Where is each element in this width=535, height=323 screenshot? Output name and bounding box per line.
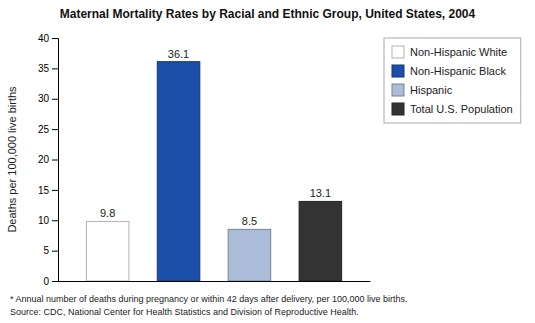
legend-item: Non-Hispanic White [392, 46, 507, 58]
y-tick-mark [52, 281, 58, 282]
y-tick-mark [52, 160, 58, 161]
y-tick-mark [52, 99, 58, 100]
legend-item: Non-Hispanic Black [392, 65, 506, 77]
y-tick-mark [52, 251, 58, 252]
legend-label: Non-Hispanic Black [410, 65, 506, 77]
legend-swatch [392, 65, 404, 77]
y-axis: 0 5 10 15 20 25 30 35 40 [38, 33, 59, 287]
chart: Maternal Mortality Rates by Racial and E… [0, 0, 535, 323]
data-label: 8.5 [242, 215, 257, 227]
y-tick: 25 [38, 124, 58, 135]
x-axis-line [59, 281, 371, 282]
legend-item: Total U.S. Population [392, 103, 513, 115]
legend-swatch [392, 46, 404, 58]
y-axis-title: Deaths per 100,000 live births [6, 86, 18, 233]
y-tick-label: 35 [38, 63, 50, 74]
y-tick-mark [52, 38, 58, 39]
y-tick-mark [52, 190, 58, 191]
y-tick-label: 0 [43, 276, 49, 287]
y-tick-label: 10 [38, 215, 50, 226]
footnote: * Annual number of deaths during pregnan… [10, 294, 408, 304]
y-tick-mark [52, 68, 58, 69]
data-label: 13.1 [310, 187, 331, 199]
y-tick: 0 [43, 276, 58, 287]
bar [299, 201, 342, 281]
y-tick-mark [52, 220, 58, 221]
legend-frame [384, 38, 521, 123]
plot: 0 5 10 15 20 25 30 35 40 9.8 36.1 8.5 13.1 [38, 33, 371, 287]
data-label: 9.8 [100, 207, 115, 219]
y-tick: 10 [38, 215, 58, 226]
y-tick-label: 20 [38, 154, 50, 165]
legend-label: Non-Hispanic White [410, 46, 507, 58]
y-tick-label: 5 [43, 245, 49, 256]
legend-label: Hispanic [410, 84, 453, 96]
x-axis [59, 281, 371, 282]
y-tick-label: 25 [38, 124, 50, 135]
y-tick-label: 30 [38, 93, 50, 104]
y-axis-line [52, 39, 59, 282]
y-tick: 40 [38, 33, 58, 44]
title: Maternal Mortality Rates by Racial and E… [60, 7, 476, 21]
y-tick: 35 [38, 63, 58, 74]
bars [86, 62, 341, 281]
y-tick-label: 15 [38, 185, 50, 196]
bar [86, 221, 129, 281]
y-tick-mark [52, 129, 58, 130]
data-labels: 9.8 36.1 8.5 13.1 [100, 48, 331, 228]
legend-item: Hispanic [392, 84, 453, 96]
legend-swatch [392, 84, 404, 96]
data-label: 36.1 [168, 48, 189, 60]
bar [157, 62, 200, 281]
y-tick: 5 [43, 245, 58, 256]
footnote: Source: CDC, National Center for Health … [10, 307, 359, 317]
legend: Non-Hispanic White Non-Hispanic Black Hisp… [384, 38, 521, 123]
legend-label: Total U.S. Population [410, 103, 513, 115]
legend-swatch [392, 103, 404, 115]
y-tick: 30 [38, 93, 58, 104]
bar [228, 229, 271, 281]
y-tick-label: 40 [38, 33, 50, 44]
y-tick: 20 [38, 154, 58, 165]
y-tick: 15 [38, 185, 58, 196]
